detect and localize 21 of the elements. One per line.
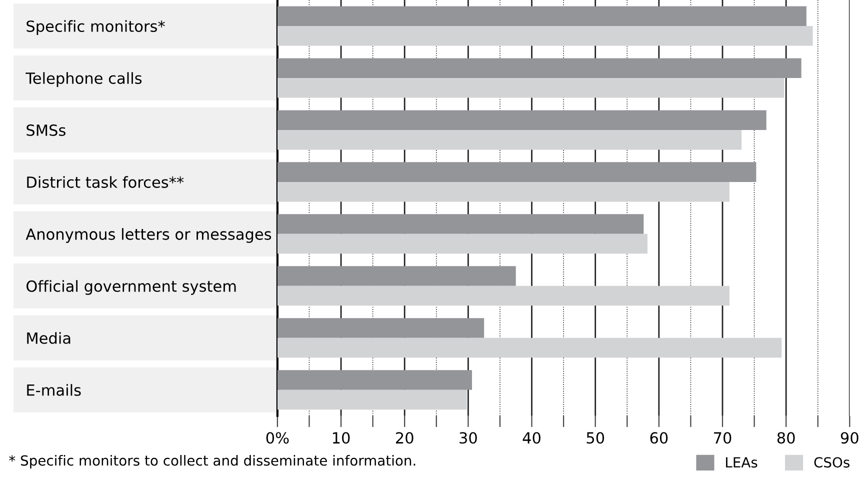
x-tick-label: 40	[522, 432, 540, 444]
x-tick-label: 60	[650, 432, 668, 444]
y-tick-label: Specific monitors*	[26, 20, 165, 35]
y-tick-label: Telephone calls	[26, 72, 142, 87]
x-tick-label: 90	[840, 432, 858, 444]
text: * Specific monitors to collect and disseminate information.	[9, 455, 416, 468]
y-tick-label: SMSs	[26, 124, 66, 136]
x-tick-label: 10	[332, 432, 350, 444]
x-tick-label: 50	[586, 432, 604, 444]
x-tick-label: 0%	[266, 432, 289, 444]
x-tick-label: 80	[777, 432, 795, 444]
y-tick-label: E-mails	[27, 384, 81, 396]
x-tick-label: 70	[714, 432, 732, 444]
y-tick-label: District task forces**	[27, 176, 184, 188]
x-tick-label: 20	[396, 432, 414, 444]
y-tick-label: Media	[27, 332, 70, 344]
y-tick-label: Anonymous letters or messages	[26, 228, 272, 243]
x-tick-label: 30	[460, 432, 477, 444]
legend-label: LEAs	[726, 457, 758, 468]
legend-label: CSOs	[814, 457, 850, 468]
y-tick-label: Official government system	[26, 280, 236, 295]
